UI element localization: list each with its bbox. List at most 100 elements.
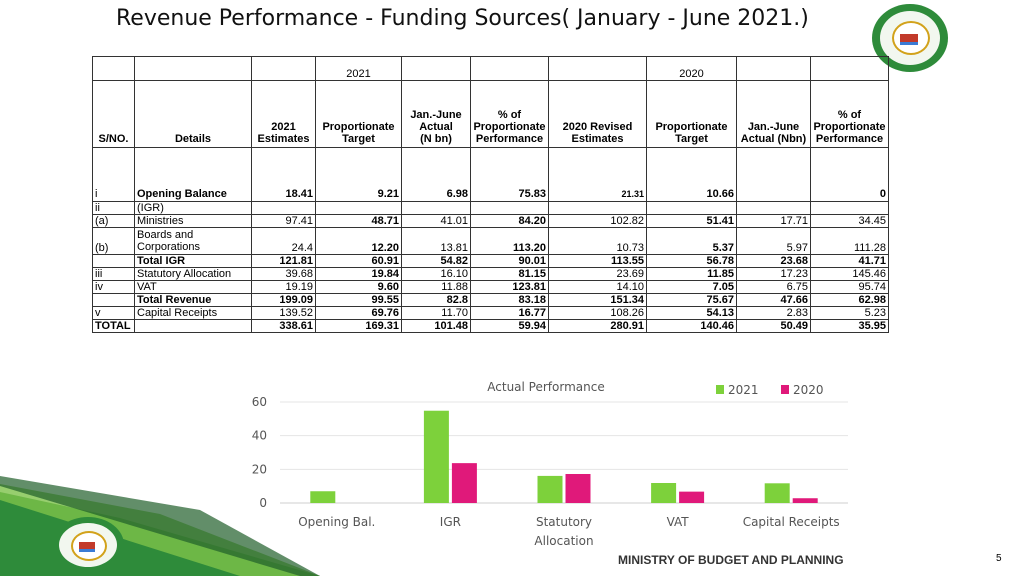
row-details: VAT xyxy=(134,280,252,294)
table-cell: 54.82 xyxy=(401,254,471,268)
row-sno: v xyxy=(92,306,135,320)
table-cell: 23.68 xyxy=(736,254,811,268)
table-cell: 39.68 xyxy=(251,267,316,281)
column-header: 2021 Estimates xyxy=(251,80,316,148)
revenue-table: 2021 2020 S/NO. Details 2021 Estimates Proport… xyxy=(92,56,889,333)
table-cell: 121.81 xyxy=(251,254,316,268)
table-cell: 10.73 xyxy=(548,227,647,255)
column-header-line: Jan.-June xyxy=(410,109,462,121)
table-cell: 95.74 xyxy=(810,280,889,294)
table-cell: 81.15 xyxy=(470,267,549,281)
page-number: 5 xyxy=(996,553,1002,564)
table-cell: 18.41 xyxy=(251,147,316,202)
column-header-line: 2020 Revised xyxy=(562,121,633,133)
table-cell: 35.95 xyxy=(810,319,889,333)
table-cell: 113.55 xyxy=(548,254,647,268)
table-cell: 5.97 xyxy=(736,227,811,255)
table-cell: 139.52 xyxy=(251,306,316,320)
row-details: Ministries xyxy=(134,214,252,228)
table-cell: 23.69 xyxy=(548,267,647,281)
column-header-line: Proportionate xyxy=(322,121,395,133)
column-header-line: Performance xyxy=(475,133,544,145)
column-header: % of Proportionate Performance xyxy=(810,80,889,148)
table-cell: 84.20 xyxy=(470,214,549,228)
bar-2021 xyxy=(310,491,336,503)
table-cell xyxy=(736,147,811,202)
column-header-line: Target xyxy=(675,133,708,145)
table-cell: 16.10 xyxy=(401,267,471,281)
table-cell: 99.55 xyxy=(315,293,402,307)
row-sno: ii xyxy=(92,201,135,215)
table-row: TOTAL 338.61 169.31 101.48 59.94 280.91 140.46… xyxy=(92,319,889,333)
table-cell: 101.48 xyxy=(401,319,471,333)
bar-2020 xyxy=(451,463,477,503)
table-cell: 2.83 xyxy=(736,306,811,320)
table-row: (a) Ministries 97.41 48.71 41.01 84.20 102.82 5… xyxy=(92,214,889,228)
table-row: (b) Boards and Corporations 24.4 12.20 13.81 1… xyxy=(92,227,889,255)
table-cell: 82.8 xyxy=(401,293,471,307)
year-2021-label: 2021 xyxy=(315,56,402,81)
table-cell xyxy=(810,201,889,215)
table-cell xyxy=(470,201,549,215)
table-cell: 169.31 xyxy=(315,319,402,333)
table-cell: 13.81 xyxy=(401,227,471,255)
ministry-footer: MINISTRY OF BUDGET AND PLANNING xyxy=(618,553,844,567)
row-sno: iv xyxy=(92,280,135,294)
table-cell: 21.31 xyxy=(548,147,647,202)
table-cell xyxy=(251,201,316,215)
table-cell: 6.98 xyxy=(401,147,471,202)
column-header: Jan.-June Actual (N bn) xyxy=(401,80,471,148)
row-sno xyxy=(92,293,135,307)
table-cell: 24.4 xyxy=(251,227,316,255)
column-header-line: % of xyxy=(497,109,522,121)
table-cell: 19.19 xyxy=(251,280,316,294)
column-header-line: Estimates xyxy=(257,133,310,145)
table-cell: 5.37 xyxy=(646,227,737,255)
table-cell: 9.21 xyxy=(315,147,402,202)
table-row: Total IGR 121.81 60.91 54.82 90.01 113.55 56.7… xyxy=(92,254,889,268)
table-row: ii (IGR) xyxy=(92,201,889,215)
legend-swatch xyxy=(716,385,724,394)
column-header: 2020 Revised Estimates xyxy=(548,80,647,148)
column-header-line: Actual xyxy=(419,121,453,133)
year-cell xyxy=(470,56,549,81)
table-cell: 145.46 xyxy=(810,267,889,281)
table-cell: 19.84 xyxy=(315,267,402,281)
table-cell: 17.71 xyxy=(736,214,811,228)
slide-title: Revenue Performance - Funding Sources( J… xyxy=(116,6,809,31)
year-cell xyxy=(736,56,811,81)
column-header-line: Proportionate xyxy=(813,121,886,133)
table-cell: 10.66 xyxy=(646,147,737,202)
year-cell xyxy=(548,56,647,81)
table-cell: 9.60 xyxy=(315,280,402,294)
row-details: Total IGR xyxy=(134,254,252,268)
table-cell: 75.67 xyxy=(646,293,737,307)
bar-2021 xyxy=(764,483,790,503)
table-cell: 11.85 xyxy=(646,267,737,281)
legend-label: 2020 xyxy=(793,383,824,397)
ogun-state-seal-logo-bottom xyxy=(52,517,124,573)
chart-title: Actual Performance xyxy=(487,380,604,394)
row-details: Boards and Corporations xyxy=(134,227,252,255)
row-sno: i xyxy=(92,147,135,202)
table-cell: 12.20 xyxy=(315,227,402,255)
x-tick-label: Opening Bal. xyxy=(298,515,375,529)
year-cell xyxy=(401,56,471,81)
legend-swatch xyxy=(781,385,789,394)
table-cell: 60.91 xyxy=(315,254,402,268)
table-cell: 6.75 xyxy=(736,280,811,294)
column-header: Proportionate Target xyxy=(646,80,737,148)
column-header-line: Jan.-June xyxy=(747,121,800,133)
table-row: iv VAT 19.19 9.60 11.88 123.81 14.10 7.05 6.75 95… xyxy=(92,280,889,294)
row-details: (IGR) xyxy=(134,201,252,215)
table-cell: 69.76 xyxy=(315,306,402,320)
row-details: Opening Balance xyxy=(134,147,252,202)
table-cell: 50.49 xyxy=(736,319,811,333)
table-cell: 54.13 xyxy=(646,306,737,320)
column-header-line: S/NO. xyxy=(98,133,129,145)
row-details: Total Revenue xyxy=(134,293,252,307)
table-cell xyxy=(315,201,402,215)
y-tick-label: 40 xyxy=(252,429,267,443)
column-header: % of Proportionate Performance xyxy=(470,80,549,148)
row-sno: (a) xyxy=(92,214,135,228)
